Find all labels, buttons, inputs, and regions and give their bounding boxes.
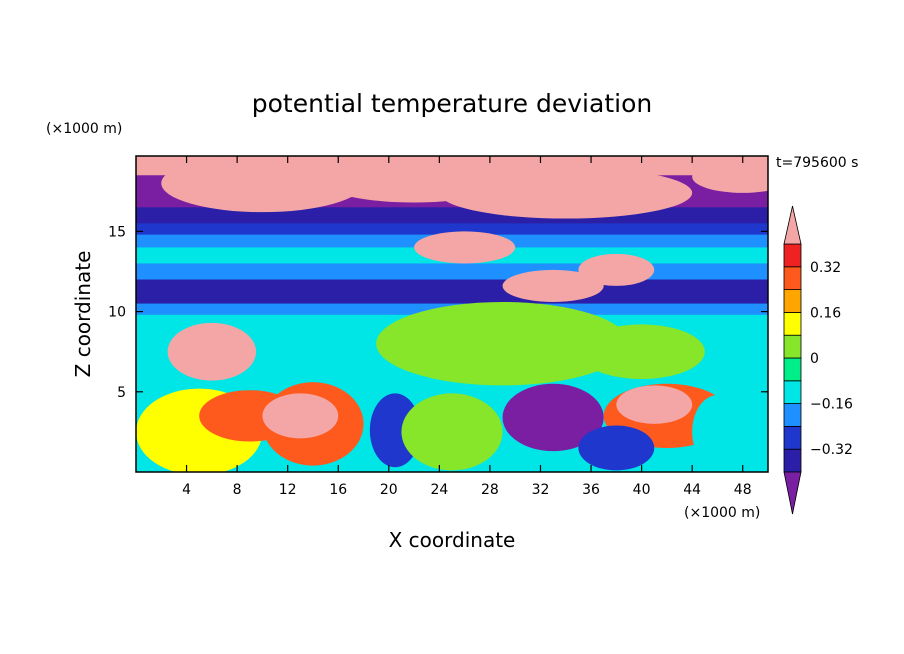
y-axis: 5 10 15	[108, 224, 768, 401]
x-tick-label: 20	[380, 482, 398, 498]
plot-frame	[135, 155, 769, 473]
contour-region	[578, 253, 655, 286]
y-tick-label: 5	[117, 385, 126, 401]
x-tick-label: 28	[481, 482, 499, 498]
colorbar-segment	[783, 311, 802, 336]
contour-region	[692, 160, 768, 193]
contour-region	[414, 231, 516, 264]
x-axis-label: X coordinate	[389, 528, 516, 552]
contour-region	[616, 385, 693, 424]
chart-title: potential temperature deviation	[252, 89, 652, 118]
y-tick-label: 15	[108, 224, 126, 240]
y-tick-label: 10	[108, 305, 126, 321]
colorbar-label: −0.32	[810, 442, 853, 458]
colorbar-segment	[783, 357, 802, 382]
y-axis-label: Z coordinate	[71, 251, 95, 378]
contour-region	[692, 395, 743, 469]
x-tick-label: 24	[430, 482, 448, 498]
y-unit-label: (×1000 m)	[46, 121, 122, 137]
contour-band	[136, 263, 768, 281]
contour-field	[136, 156, 768, 472]
contour-band	[136, 279, 768, 305]
contour-region	[578, 324, 705, 379]
colorbar-label: −0.16	[810, 397, 853, 413]
x-tick-label: 4	[182, 482, 191, 498]
colorbar-segment	[783, 334, 802, 359]
colorbar-segment	[783, 448, 802, 473]
contour-region	[262, 393, 339, 439]
x-tick-label: 48	[734, 482, 752, 498]
colorbar-extend-max	[783, 205, 802, 245]
colorbar-segment	[783, 243, 802, 268]
contour-region	[376, 301, 629, 386]
x-tick-label: 36	[582, 482, 600, 498]
x-tick-label: 44	[683, 482, 701, 498]
x-axis: 4 8 12 16 20 24 28 32 36 40 44 48	[182, 156, 752, 498]
colorbar-segment	[783, 403, 802, 427]
x-tick-label: 16	[329, 482, 347, 498]
contour-band	[136, 223, 768, 236]
contour-region	[502, 269, 604, 302]
contour-region	[439, 167, 693, 219]
contour-region	[167, 322, 257, 381]
colorbar: 0.32 0.16 0 −0.16 −0.32	[783, 205, 853, 515]
contour-region	[578, 425, 655, 471]
contour-region	[161, 156, 364, 213]
x-tick-label: 8	[233, 482, 242, 498]
colorbar-segment	[783, 289, 802, 313]
colorbar-label: 0.16	[810, 305, 841, 321]
colorbar-segment	[783, 425, 802, 450]
x-tick-label: 32	[532, 482, 550, 498]
x-tick-label: 40	[633, 482, 651, 498]
time-label: t=795600 s	[776, 155, 858, 171]
x-tick-label: 12	[279, 482, 297, 498]
contour-region	[502, 383, 604, 452]
contour-region	[401, 393, 503, 471]
colorbar-segment	[783, 266, 802, 290]
colorbar-extend-min	[783, 471, 802, 515]
colorbar-label: 0.32	[810, 260, 841, 276]
colorbar-label: 0	[810, 351, 819, 367]
colorbar-segment	[783, 380, 802, 404]
x-unit-label: (×1000 m)	[684, 505, 760, 521]
